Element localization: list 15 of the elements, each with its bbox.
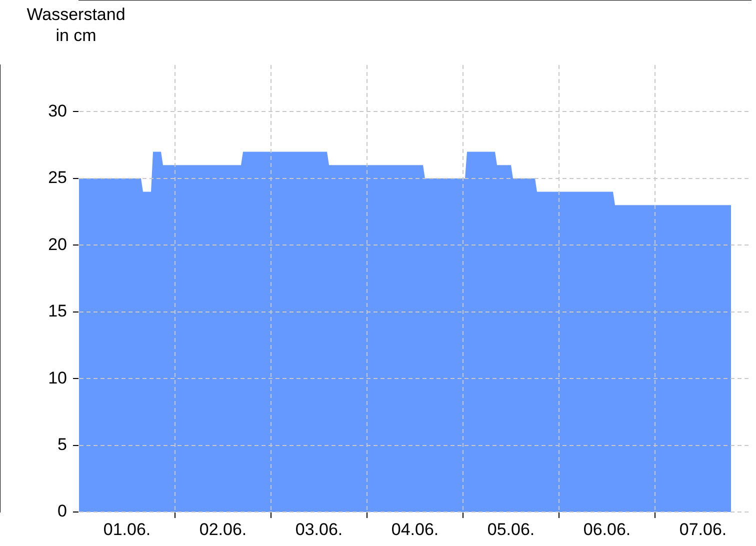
- x-tick-label: 07.06.: [679, 520, 727, 539]
- y-tick-label: 30: [48, 101, 67, 120]
- y-tick-label: 20: [48, 234, 67, 254]
- x-tick-label: 05.06.: [487, 520, 535, 539]
- y-tick-label: 25: [48, 168, 67, 188]
- x-tick-label: 01.06.: [103, 520, 151, 539]
- y-tick-label: 10: [48, 368, 67, 388]
- y-axis-title: Wasserstand in cm: [26, 4, 126, 46]
- y-tick-label: 5: [58, 434, 67, 454]
- x-tick-label: 06.06.: [583, 520, 631, 539]
- y-tick-label: 0: [58, 502, 67, 521]
- x-tick-label: 02.06.: [199, 520, 247, 539]
- y-tick-label: 15: [48, 302, 67, 321]
- x-tick-label: 04.06.: [391, 520, 439, 539]
- x-tick-label: 03.06.: [295, 520, 343, 539]
